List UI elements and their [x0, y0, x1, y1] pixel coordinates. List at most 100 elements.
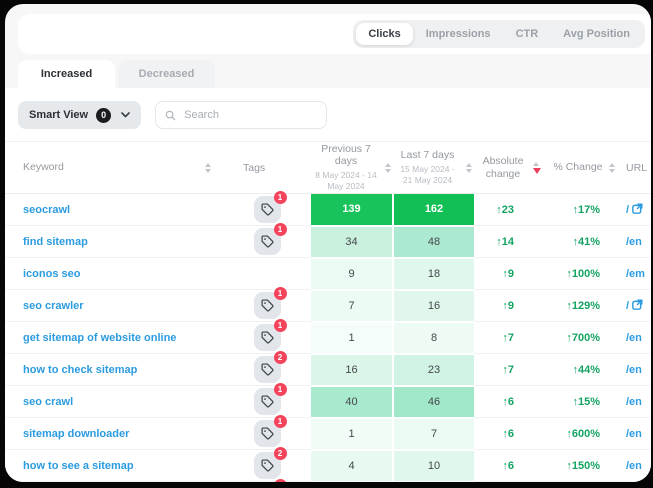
sort-icon[interactable]: [466, 163, 472, 173]
tag-icon: [261, 427, 274, 440]
tag-button[interactable]: 1: [254, 324, 281, 351]
tag-count-badge: 1: [274, 287, 287, 300]
smart-view-dropdown[interactable]: Smart View 0: [18, 101, 141, 129]
metric-tab-impressions[interactable]: Impressions: [414, 23, 503, 45]
table-row: seocrawl1139162↑23↑17%/: [5, 194, 651, 226]
table-body: seocrawl1139162↑23↑17%/find sitemap13448…: [5, 194, 651, 483]
column-header-tags[interactable]: Tags: [223, 142, 311, 194]
metric-switcher: Clicks Impressions CTR Avg Position: [353, 20, 645, 48]
sort-icon[interactable]: [385, 163, 391, 173]
percent-change-value: ↑129%: [546, 290, 622, 322]
percent-change-value: ↑150%: [546, 450, 622, 482]
absolute-change-value: [474, 482, 546, 483]
keyword-link[interactable]: get sitemap of website online: [23, 332, 176, 344]
search-icon: [165, 110, 176, 121]
percent-change-value: ↑44%: [546, 354, 622, 386]
tag-count-badge: 2: [274, 351, 287, 364]
table-row: sitemap downloader117↑6↑600%/en: [5, 418, 651, 450]
column-header-keyword[interactable]: Keyword: [5, 142, 223, 194]
table-row: seo crawler 1 716↑9↑129% /: [5, 290, 651, 322]
last-value-cell: 16: [393, 290, 474, 322]
keyword-link[interactable]: how to see a sitemap: [23, 460, 134, 472]
tag-icon: [261, 299, 274, 312]
last-value-cell: 10: [393, 450, 474, 482]
search-input[interactable]: [182, 108, 317, 122]
url-link[interactable]: /en: [626, 364, 642, 376]
trend-tabs: Increased Decreased: [18, 60, 215, 88]
toolbar: Clicks Impressions CTR Avg Position: [18, 14, 651, 54]
previous-value-cell: 9: [311, 258, 393, 290]
sort-icon-active-desc[interactable]: [533, 162, 541, 174]
table-row-partial: [5, 482, 651, 483]
tag-button[interactable]: 1: [254, 292, 281, 319]
tag-icon: [261, 331, 274, 344]
column-header-last[interactable]: Last 7 days 15 May 2024 - 21 May 2024: [393, 142, 474, 194]
absolute-change-value: ↑6: [474, 450, 546, 482]
tag-button[interactable]: 2: [254, 356, 281, 383]
external-link-icon[interactable]: [632, 299, 643, 313]
last-value-cell: 46: [393, 386, 474, 418]
column-header-url[interactable]: URL: [622, 142, 651, 194]
table-row: iconos seo918↑9↑100%/em: [5, 258, 651, 290]
previous-value-cell: 139: [311, 194, 393, 226]
keyword-link[interactable]: seocrawl: [23, 204, 70, 216]
filter-row: Smart View 0: [5, 88, 651, 141]
column-header-percent-change[interactable]: % Change: [546, 142, 622, 194]
absolute-change-value: ↑9: [474, 290, 546, 322]
url-link[interactable]: /en: [626, 332, 642, 344]
keyword-link[interactable]: seo crawl: [23, 396, 73, 408]
url-link[interactable]: /en: [626, 236, 642, 248]
last-value-cell: 48: [393, 226, 474, 258]
previous-value-cell: 7: [311, 290, 393, 322]
url-link[interactable]: /en: [626, 428, 642, 440]
external-link-icon[interactable]: [632, 203, 643, 217]
column-header-previous[interactable]: Previous 7 days 8 May 2024 - 14 May 2024: [311, 142, 393, 194]
table-row: seo crawl14046↑6↑15%/en: [5, 386, 651, 418]
keyword-link[interactable]: sitemap downloader: [23, 428, 129, 440]
metric-tab-ctr[interactable]: CTR: [504, 23, 551, 45]
tag-button[interactable]: 1: [254, 228, 281, 255]
absolute-change-value: ↑6: [474, 418, 546, 450]
tag-button[interactable]: 2: [254, 452, 281, 479]
percent-change-value: ↑17%: [546, 194, 622, 226]
keyword-link[interactable]: seo crawler: [23, 300, 84, 312]
previous-value-cell: [311, 482, 393, 483]
metric-tab-avg-position[interactable]: Avg Position: [551, 23, 642, 45]
tag-count-badge: 1: [274, 383, 287, 396]
tag-icon: [261, 203, 274, 216]
sort-icon[interactable]: [609, 163, 615, 173]
url-link[interactable]: /en: [626, 460, 642, 472]
previous-value-cell: 16: [311, 354, 393, 386]
percent-change-value: ↑41%: [546, 226, 622, 258]
chevron-down-icon: [121, 112, 130, 118]
absolute-change-value: ↑9: [474, 258, 546, 290]
tag-count-badge: 1: [274, 223, 287, 236]
previous-value-cell: 4: [311, 450, 393, 482]
keyword-link[interactable]: find sitemap: [23, 236, 88, 248]
url-link[interactable]: /em: [626, 268, 645, 280]
metric-tab-clicks[interactable]: Clicks: [356, 23, 412, 45]
percent-change-value: [546, 482, 622, 483]
url-link[interactable]: /en: [626, 396, 642, 408]
sort-icon[interactable]: [205, 163, 211, 173]
url-link[interactable]: /: [626, 204, 629, 216]
tag-icon: [261, 395, 274, 408]
keyword-link[interactable]: iconos seo: [23, 268, 80, 280]
keyword-link[interactable]: how to check sitemap: [23, 364, 137, 376]
tab-increased[interactable]: Increased: [18, 60, 115, 88]
last-value-cell: 8: [393, 322, 474, 354]
tag-icon: [261, 363, 274, 376]
last-value-cell: [393, 482, 474, 483]
last-value-cell: 18: [393, 258, 474, 290]
tag-button[interactable]: 1: [254, 388, 281, 415]
last-value-cell: 162: [393, 194, 474, 226]
tag-button[interactable]: 1: [254, 196, 281, 223]
tab-decreased[interactable]: Decreased: [118, 60, 215, 88]
table-row: how to see a sitemap 2 410↑6↑150% /en: [5, 450, 651, 482]
dashboard-card: Clicks Impressions CTR Avg Position Incr…: [5, 4, 651, 482]
column-header-absolute-change[interactable]: Absolute change: [474, 142, 546, 194]
percent-change-value: ↑700%: [546, 322, 622, 354]
tag-button[interactable]: 1: [254, 420, 281, 447]
smart-view-label: Smart View: [29, 109, 88, 121]
url-link[interactable]: /: [626, 300, 629, 312]
